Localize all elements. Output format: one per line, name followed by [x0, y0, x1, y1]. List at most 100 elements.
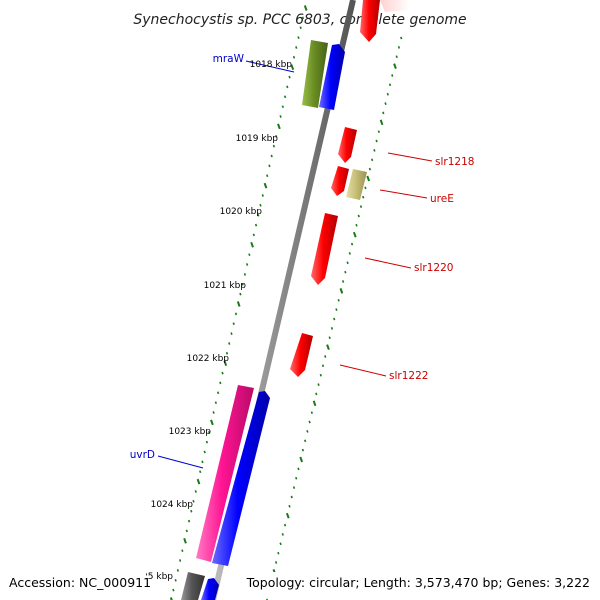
- gene-slr1218[interactable]: [338, 127, 357, 163]
- minor-tick: [178, 559, 182, 562]
- gene-labels: mraW slr1218 ureE slr1220 slr1222 uvrD: [130, 53, 475, 461]
- gene-red-small[interactable]: [331, 166, 349, 196]
- minor-tick: [348, 252, 351, 255]
- minor-tick: [272, 144, 276, 148]
- gene-top-red[interactable]: [360, 0, 380, 42]
- gene-label-uvrD[interactable]: uvrD: [130, 449, 155, 461]
- gene-gray[interactable]: [181, 572, 205, 600]
- minor-tick: [286, 85, 289, 89]
- minor-tick: [266, 174, 269, 178]
- gene-label-ureE[interactable]: ureE: [430, 193, 454, 205]
- minor-tick: [245, 263, 249, 266]
- minor-tick: [266, 598, 269, 600]
- minor-tick: [230, 332, 233, 335]
- map-title: Synechocystis sp. PCC 6803, complete gen…: [133, 12, 466, 28]
- gene-ureE[interactable]: [346, 169, 367, 200]
- leader-mraW: [245, 60, 295, 73]
- major-tick: [366, 175, 371, 182]
- minor-tick: [400, 36, 403, 40]
- major-tick: [169, 597, 173, 600]
- label-leaders: [157, 60, 433, 469]
- minor-tick: [187, 519, 191, 523]
- minor-tick: [346, 261, 349, 265]
- minor-tick: [201, 460, 204, 464]
- tick-label-1023: 1023 kbp: [169, 427, 212, 437]
- gene-slr1220[interactable]: [311, 213, 338, 285]
- minor-tick: [225, 351, 229, 355]
- minor-tick: [281, 533, 284, 536]
- minor-tick: [335, 308, 338, 311]
- minor-tick: [373, 149, 376, 152]
- tick-ring-right: [266, 36, 403, 600]
- minor-tick: [257, 213, 260, 217]
- gene-blue-2[interactable]: [212, 391, 270, 566]
- major-tick: [326, 344, 330, 350]
- gene-slr1222[interactable]: [290, 333, 313, 377]
- minor-tick: [397, 46, 401, 49]
- major-tick: [379, 119, 384, 126]
- minor-tick: [203, 450, 206, 454]
- minor-tick: [324, 355, 327, 358]
- major-tick: [250, 241, 254, 248]
- accession-text: Accession: NC_000911: [9, 575, 151, 590]
- gene-uvrD[interactable]: [196, 385, 254, 562]
- footer-left-bg: [6, 572, 146, 592]
- minor-tick: [261, 194, 264, 197]
- minor-tick: [315, 392, 318, 396]
- leader-slr1218: [387, 152, 433, 162]
- minor-tick: [371, 158, 374, 162]
- leader-ureE: [379, 189, 428, 199]
- gene-label-mraW[interactable]: mraW: [213, 53, 245, 65]
- gene-label-slr1218[interactable]: slr1218: [435, 156, 474, 168]
- minor-tick: [355, 223, 358, 227]
- minor-tick: [192, 499, 195, 503]
- gene-label-slr1220[interactable]: slr1220: [414, 262, 453, 274]
- minor-tick: [295, 476, 298, 480]
- minor-tick: [288, 75, 291, 79]
- minor-tick: [194, 490, 197, 493]
- position-labels: 1018 kbp 1019 kbp 1020 kbp 1021 kbp 1022…: [131, 60, 293, 582]
- footer-right-bg: [258, 572, 596, 592]
- minor-tick: [174, 578, 177, 582]
- minor-tick: [199, 470, 202, 474]
- minor-tick: [190, 509, 193, 513]
- minor-tick: [337, 298, 340, 302]
- gene-blue-3[interactable]: [201, 578, 219, 600]
- major-tick: [263, 182, 268, 189]
- minor-tick: [239, 292, 242, 296]
- minor-tick: [208, 430, 211, 434]
- minor-tick: [295, 46, 298, 49]
- leader-uvrD: [157, 455, 204, 469]
- minor-tick: [368, 167, 372, 171]
- tick-label-1024: 1024 kbp: [151, 500, 194, 510]
- minor-tick: [375, 139, 378, 143]
- tick-label-1022: 1022 kbp: [187, 354, 230, 364]
- minor-tick: [277, 551, 280, 555]
- minor-tick: [216, 391, 220, 395]
- minor-tick: [212, 411, 215, 414]
- minor-tick: [306, 430, 309, 433]
- minor-tick: [283, 95, 287, 99]
- major-tick: [277, 123, 281, 130]
- major-tick: [303, 5, 308, 11]
- gene-mraW[interactable]: [302, 40, 328, 108]
- minor-tick: [328, 336, 331, 340]
- minor-tick: [228, 342, 231, 345]
- minor-tick: [292, 55, 296, 59]
- minor-tick: [281, 105, 284, 109]
- gene-blue-1[interactable]: [319, 44, 345, 110]
- tick-label-1018: 1018 kbp: [250, 60, 293, 70]
- minor-tick: [185, 529, 188, 533]
- tick-label-1021: 1021 kbp: [204, 281, 247, 291]
- minor-tick: [241, 282, 244, 286]
- minor-tick: [308, 420, 311, 424]
- leader-slr1222: [339, 364, 387, 377]
- minor-tick: [232, 322, 235, 326]
- minor-tick: [205, 440, 209, 444]
- minor-tick: [290, 495, 293, 499]
- minor-tick: [362, 195, 365, 199]
- minor-tick: [283, 523, 287, 527]
- minor-tick: [386, 92, 389, 96]
- gene-label-slr1222[interactable]: slr1222: [389, 370, 428, 382]
- major-tick: [290, 64, 295, 71]
